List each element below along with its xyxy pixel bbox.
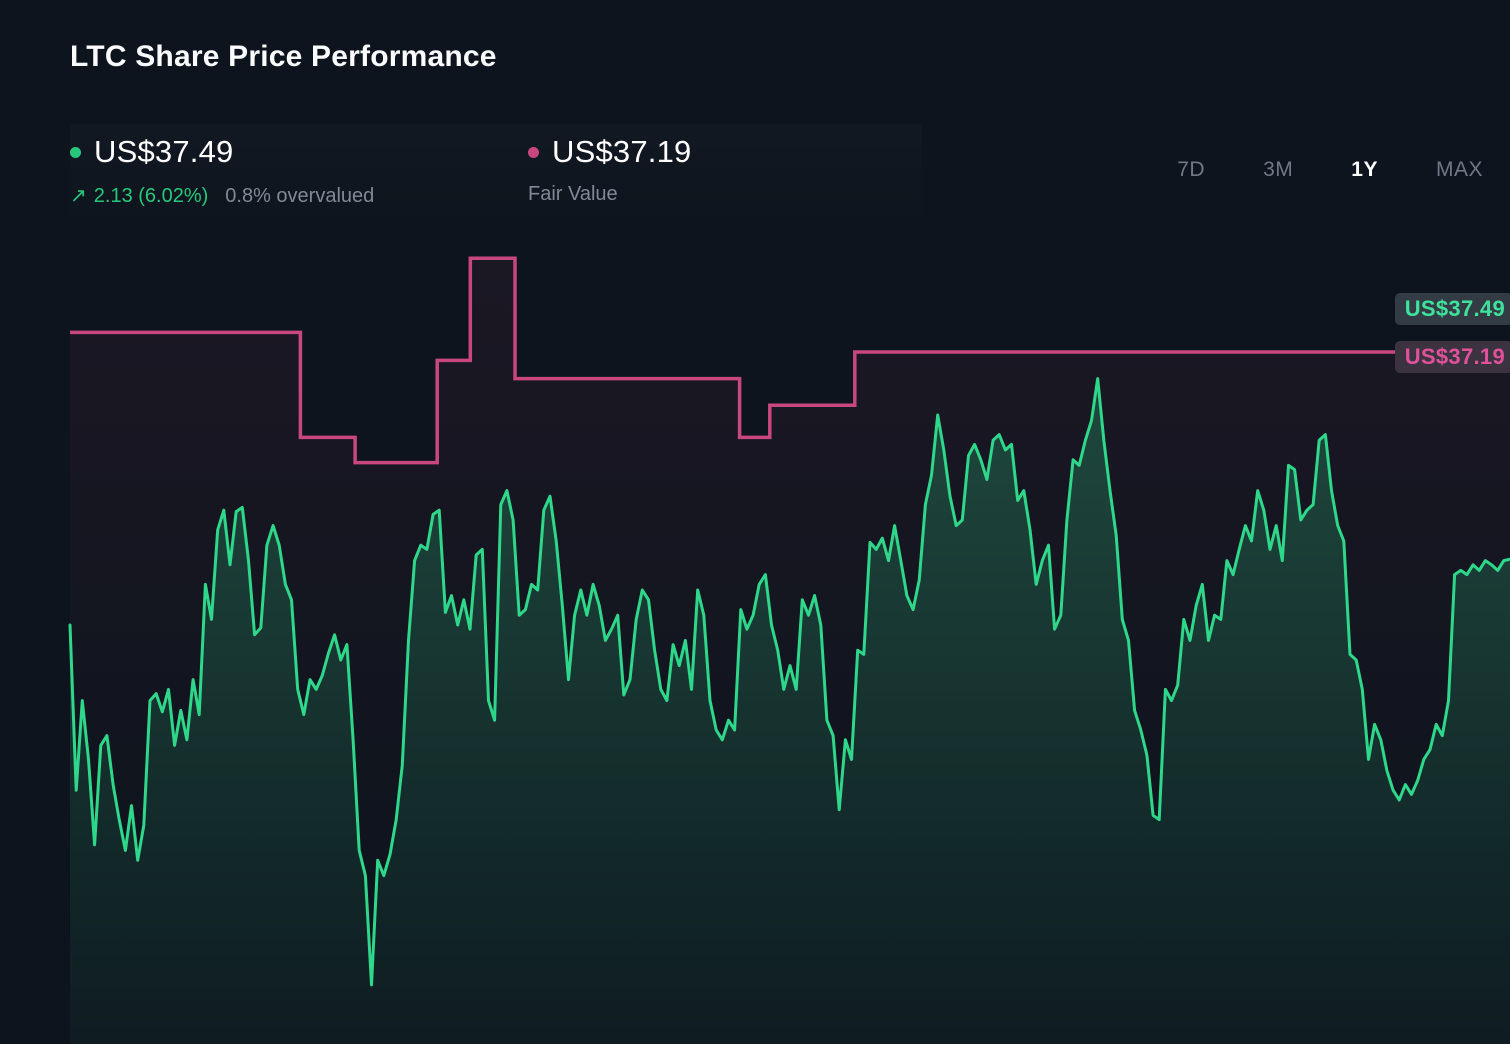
- share-price-dot-icon: [70, 146, 81, 158]
- fair-value-line: [70, 256, 1510, 465]
- up-arrow-icon: ↗: [70, 185, 87, 207]
- fair-value-dot-icon: [528, 146, 539, 158]
- range-selector: 7D 3M 1Y MAX: [1177, 158, 1483, 182]
- range-option-3m[interactable]: 3M: [1263, 158, 1294, 181]
- range-option-7d[interactable]: 7D: [1177, 158, 1206, 181]
- fair-value-badge: US$37.19: [1394, 341, 1510, 373]
- fair-value-label: Fair Value: [528, 183, 618, 205]
- share-price-value: US$37.49: [94, 134, 234, 169]
- overvalued-note: 0.8% overvalued: [225, 185, 375, 207]
- legend-panel: [70, 124, 922, 232]
- price-line: [68, 377, 1510, 987]
- price-change: ↗ 2.13 (6.02%): [70, 183, 208, 208]
- range-option-max[interactable]: MAX: [1435, 158, 1483, 181]
- current-price-badge: US$37.49: [1394, 293, 1510, 325]
- range-option-1y[interactable]: 1Y: [1351, 158, 1378, 181]
- price-change-text: 2.13 (6.02%): [93, 185, 209, 207]
- legend-fair-value: US$37.19 Fair Value: [528, 134, 691, 206]
- legend-share-price: US$37.49 ↗ 2.13 (6.02%) 0.8% overvalued: [70, 134, 374, 208]
- price-area: [70, 378, 1510, 1044]
- fair-value-value: US$37.19: [552, 134, 692, 169]
- page-title: LTC Share Price Performance: [70, 40, 497, 73]
